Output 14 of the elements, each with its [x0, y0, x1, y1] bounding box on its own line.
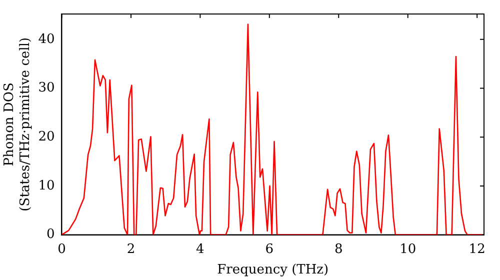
- y-axis-title: Phonon DOS (States/THz·primitive cell): [2, 37, 33, 212]
- x-tick-label: 12: [468, 242, 486, 257]
- x-tick-label: 4: [196, 242, 204, 257]
- y-tick-label: 0: [46, 227, 55, 242]
- y-tick-label: 40: [38, 32, 55, 47]
- y-tick-label: 20: [38, 129, 55, 144]
- x-tick-label: 0: [58, 242, 66, 257]
- y-tick-label: 10: [38, 178, 55, 194]
- x-tick-label: 6: [265, 242, 274, 257]
- x-tick-label: 2: [126, 242, 136, 257]
- x-tick-label: 10: [400, 242, 416, 257]
- y-tick-label: 30: [38, 80, 55, 96]
- x-axis-title: Frequency (THz): [217, 262, 329, 278]
- x-tick-label: 8: [334, 242, 343, 257]
